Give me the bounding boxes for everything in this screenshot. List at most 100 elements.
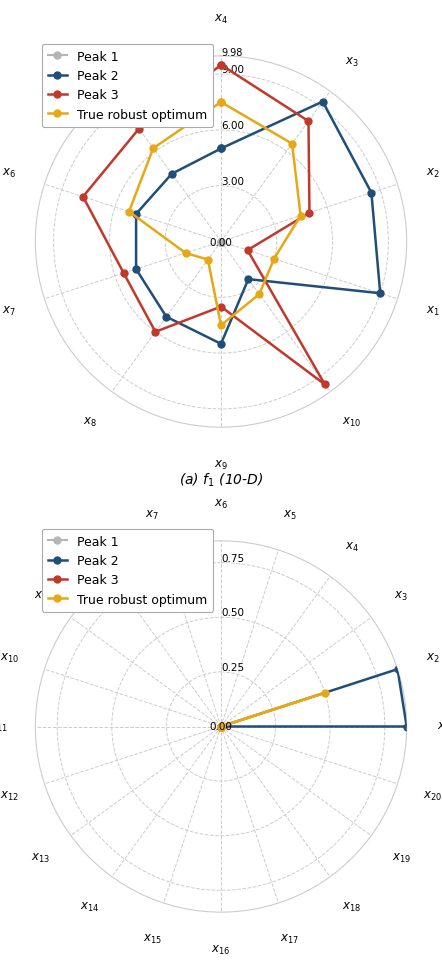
Peak 1 [218, 721, 224, 733]
True robust optimum [257, 289, 262, 300]
Peak 3 [218, 301, 224, 313]
Peak 3 [218, 721, 224, 733]
Peak 2 [404, 721, 409, 733]
Peak 3 [218, 721, 224, 733]
True robust optimum [271, 254, 277, 266]
Peak 1 [218, 236, 224, 248]
True robust optimum [218, 721, 224, 733]
Text: $x_{9}$: $x_{9}$ [34, 589, 48, 603]
Text: (a) $f_1$ (10-$D$): (a) $f_1$ (10-$D$) [179, 471, 263, 488]
True robust optimum [322, 687, 328, 699]
Peak 2 [218, 721, 224, 733]
Peak 1 [218, 721, 224, 733]
True robust optimum [218, 721, 224, 733]
Peak 1 [218, 236, 224, 248]
Peak 1 [218, 721, 224, 733]
Peak 3 [218, 721, 224, 733]
Peak 3 [218, 721, 224, 733]
Legend: Peak 1, Peak 2, Peak 3, True robust optimum: Peak 1, Peak 2, Peak 3, True robust opti… [42, 529, 213, 612]
Text: $x_{20}$: $x_{20}$ [423, 789, 442, 802]
Text: $x_{1}$: $x_{1}$ [426, 304, 440, 318]
Peak 1 [218, 236, 224, 248]
Line: Peak 1: Peak 1 [217, 723, 225, 731]
True robust optimum [298, 210, 303, 222]
Peak 2 [218, 721, 224, 733]
Peak 1 [218, 721, 224, 733]
Peak 2 [246, 274, 251, 286]
Peak 2 [218, 721, 224, 733]
Text: $x_{3}$: $x_{3}$ [394, 589, 408, 603]
Peak 3 [218, 721, 224, 733]
Peak 3 [121, 268, 126, 280]
Legend: Peak 1, Peak 2, Peak 3, True robust optimum: Peak 1, Peak 2, Peak 3, True robust opti… [42, 45, 213, 128]
Peak 1 [218, 236, 224, 248]
Text: $x_{2}$: $x_{2}$ [426, 651, 440, 665]
True robust optimum [218, 721, 224, 733]
Peak 1 [218, 236, 224, 248]
True robust optimum [218, 721, 224, 733]
Peak 2 [218, 721, 224, 733]
Peak 1 [218, 236, 224, 248]
True robust optimum [218, 721, 224, 733]
True robust optimum [218, 721, 224, 733]
Peak 3 [218, 721, 224, 733]
Peak 3 [307, 207, 312, 219]
True robust optimum [218, 721, 224, 733]
Peak 2 [218, 143, 224, 155]
Peak 2 [218, 721, 224, 733]
Peak 2 [218, 721, 224, 733]
True robust optimum [218, 721, 224, 733]
Text: $x_{8}$: $x_{8}$ [83, 540, 97, 553]
Peak 1 [218, 721, 224, 733]
Text: $x_{7}$: $x_{7}$ [145, 509, 159, 521]
Peak 3 [245, 245, 250, 257]
Text: $x_{9}$: $x_{9}$ [214, 458, 228, 471]
Text: $x_{17}$: $x_{17}$ [280, 932, 299, 945]
True robust optimum [218, 721, 224, 733]
Line: Peak 2: Peak 2 [133, 99, 384, 348]
Text: $x_{6}$: $x_{6}$ [214, 498, 228, 511]
Text: $x_{5}$: $x_{5}$ [83, 55, 97, 69]
Peak 1 [218, 721, 224, 733]
Text: $x_{4}$: $x_{4}$ [345, 540, 359, 553]
True robust optimum [290, 139, 295, 150]
True robust optimum [218, 721, 224, 733]
True robust optimum [205, 255, 210, 266]
Peak 1 [218, 721, 224, 733]
True robust optimum [151, 143, 156, 155]
True robust optimum [218, 721, 224, 733]
Peak 3 [80, 192, 86, 203]
Peak 2 [218, 338, 224, 350]
Peak 1 [218, 721, 224, 733]
True robust optimum [218, 721, 224, 733]
Peak 3 [218, 721, 224, 733]
Peak 2 [218, 721, 224, 733]
True robust optimum [126, 206, 132, 218]
Peak 2 [218, 721, 224, 733]
Peak 3 [306, 116, 311, 128]
Text: $x_{19}$: $x_{19}$ [392, 851, 411, 864]
True robust optimum [218, 97, 224, 109]
Peak 1 [218, 721, 224, 733]
Peak 3 [218, 721, 224, 733]
Peak 3 [218, 721, 224, 733]
Text: $x_{3}$: $x_{3}$ [345, 55, 359, 69]
Text: $x_{10}$: $x_{10}$ [0, 651, 19, 665]
Peak 2 [133, 264, 139, 275]
Text: $x_{1}$: $x_{1}$ [437, 720, 442, 734]
Peak 3 [218, 721, 224, 733]
True robust optimum [218, 721, 224, 733]
Peak 1 [218, 236, 224, 248]
Peak 2 [218, 721, 224, 733]
Peak 3 [153, 327, 158, 338]
Peak 1 [218, 721, 224, 733]
Peak 2 [377, 288, 383, 299]
Text: $x_{13}$: $x_{13}$ [31, 851, 50, 864]
True robust optimum [218, 97, 224, 109]
Peak 3 [218, 721, 224, 733]
True robust optimum [218, 721, 224, 733]
Peak 3 [218, 721, 224, 733]
Peak 1 [218, 236, 224, 248]
Peak 1 [218, 721, 224, 733]
Text: 9.98: 9.98 [221, 48, 242, 58]
